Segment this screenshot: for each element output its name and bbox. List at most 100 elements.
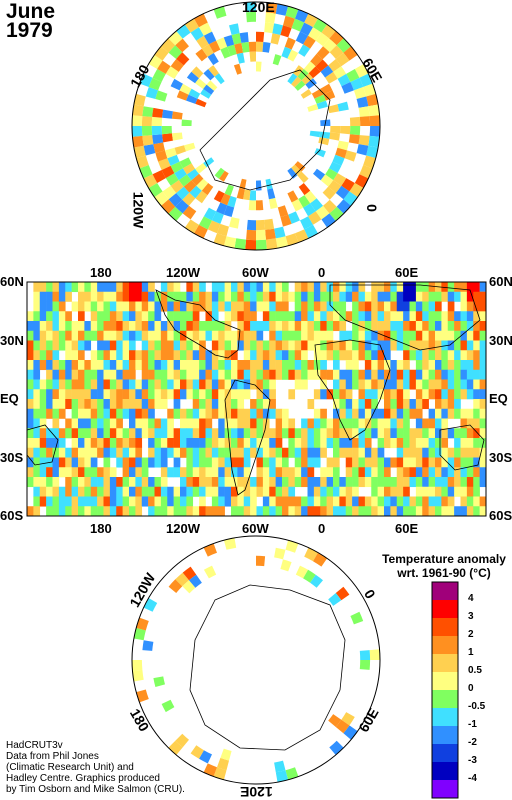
anomaly-cell [326,428,334,439]
anomaly-cell [109,311,117,322]
anomaly-cell [199,291,206,302]
anomaly-cell [314,94,326,104]
anomaly-cell [154,447,162,458]
anomaly-cell [307,438,315,449]
anomaly-cell [294,447,302,458]
anomaly-cell [46,369,53,380]
anomaly-cell [65,369,72,380]
anomaly-cell [403,340,410,351]
anomaly-cell [243,447,251,458]
anomaly-cell [216,37,228,50]
anomaly-cell [341,82,354,94]
anomaly-cell [473,350,480,361]
anomaly-cell [78,311,85,322]
anomaly-cell [122,467,130,478]
anomaly-cell [160,506,168,517]
anomaly-cell [160,496,168,507]
anomaly-cell [160,379,168,390]
anomaly-cell [377,389,385,400]
anomaly-cell [409,321,417,332]
anomaly-cell [27,457,34,468]
anomaly-cell [129,282,142,302]
anomaly-cell [466,486,474,497]
anomaly-cell [256,506,264,517]
anomaly-cell [415,399,423,410]
anomaly-cell [358,330,366,341]
map-title: June 1979 [6,1,55,41]
longitude-label: 0 [318,265,326,280]
anomaly-cell [122,360,130,371]
anomaly-cell [390,340,398,351]
anomaly-cell [218,506,225,517]
anomaly-cell [320,330,327,341]
anomaly-cell [262,467,270,478]
anomaly-cell [262,486,270,497]
anomaly-cell [447,399,455,410]
anomaly-cell [454,438,461,449]
anomaly-cell [129,389,136,400]
anomaly-cell [224,399,232,410]
anomaly-cell [199,457,206,468]
anomaly-cell [231,330,238,341]
anomaly-cell [46,301,53,312]
anomaly-cell [345,311,353,322]
anomaly-cell [466,379,474,390]
anomaly-cell [282,447,289,458]
anomaly-cell [141,116,153,126]
anomaly-cell [90,457,98,468]
anomaly-cell [33,379,41,390]
anomaly-cell [173,486,181,497]
anomaly-cell [447,301,455,312]
anomaly-cell [84,330,92,341]
anomaly-cell [109,379,117,390]
anomaly-cell [195,190,208,204]
anomaly-cell [180,360,187,371]
anomaly-cell [441,418,449,429]
anomaly-cell [180,379,187,390]
anomaly-cell [466,457,474,468]
anomaly-cell [103,418,111,429]
anomaly-cell [409,379,417,390]
anomaly-cell [195,98,207,108]
anomaly-cell [27,379,34,390]
anomaly-cell [116,389,123,400]
anomaly-cell [479,457,487,468]
anomaly-cell [239,178,247,190]
anomaly-cell [58,369,66,380]
anomaly-cell [256,408,264,419]
anomaly-cell [294,330,302,341]
anomaly-cell [460,477,468,488]
anomaly-cell [294,369,302,380]
anomaly-cell [152,107,164,118]
anomaly-cell [33,321,41,332]
anomaly-cell [39,340,47,351]
anomaly-cell [256,330,264,341]
anomaly-cell [256,219,266,231]
anomaly-cell [103,379,111,390]
anomaly-cell [212,211,224,224]
anomaly-cell [201,183,214,196]
anomaly-cell [371,399,378,410]
anomaly-cell [371,321,378,332]
anomaly-cell [103,457,111,468]
anomaly-cell [180,311,187,322]
anomaly-cell [207,53,219,66]
anomaly-cell [188,88,201,99]
anomaly-cell [129,330,136,341]
anomaly-cell [218,369,225,380]
anomaly-cell [180,428,187,439]
anomaly-cell [479,311,487,322]
anomaly-cell [211,438,219,449]
anomaly-cell [192,330,200,341]
anomaly-cell [333,291,340,302]
anomaly-cell [473,506,480,517]
anomaly-cell [339,369,347,380]
anomaly-cell [288,360,296,371]
anomaly-cell [415,369,423,380]
anomaly-cell [250,428,257,439]
anomaly-cell [173,291,181,302]
anomaly-cell [250,360,257,371]
anomaly-cell [479,389,487,400]
anomaly-cell [250,477,257,488]
anomaly-cell [160,477,168,488]
